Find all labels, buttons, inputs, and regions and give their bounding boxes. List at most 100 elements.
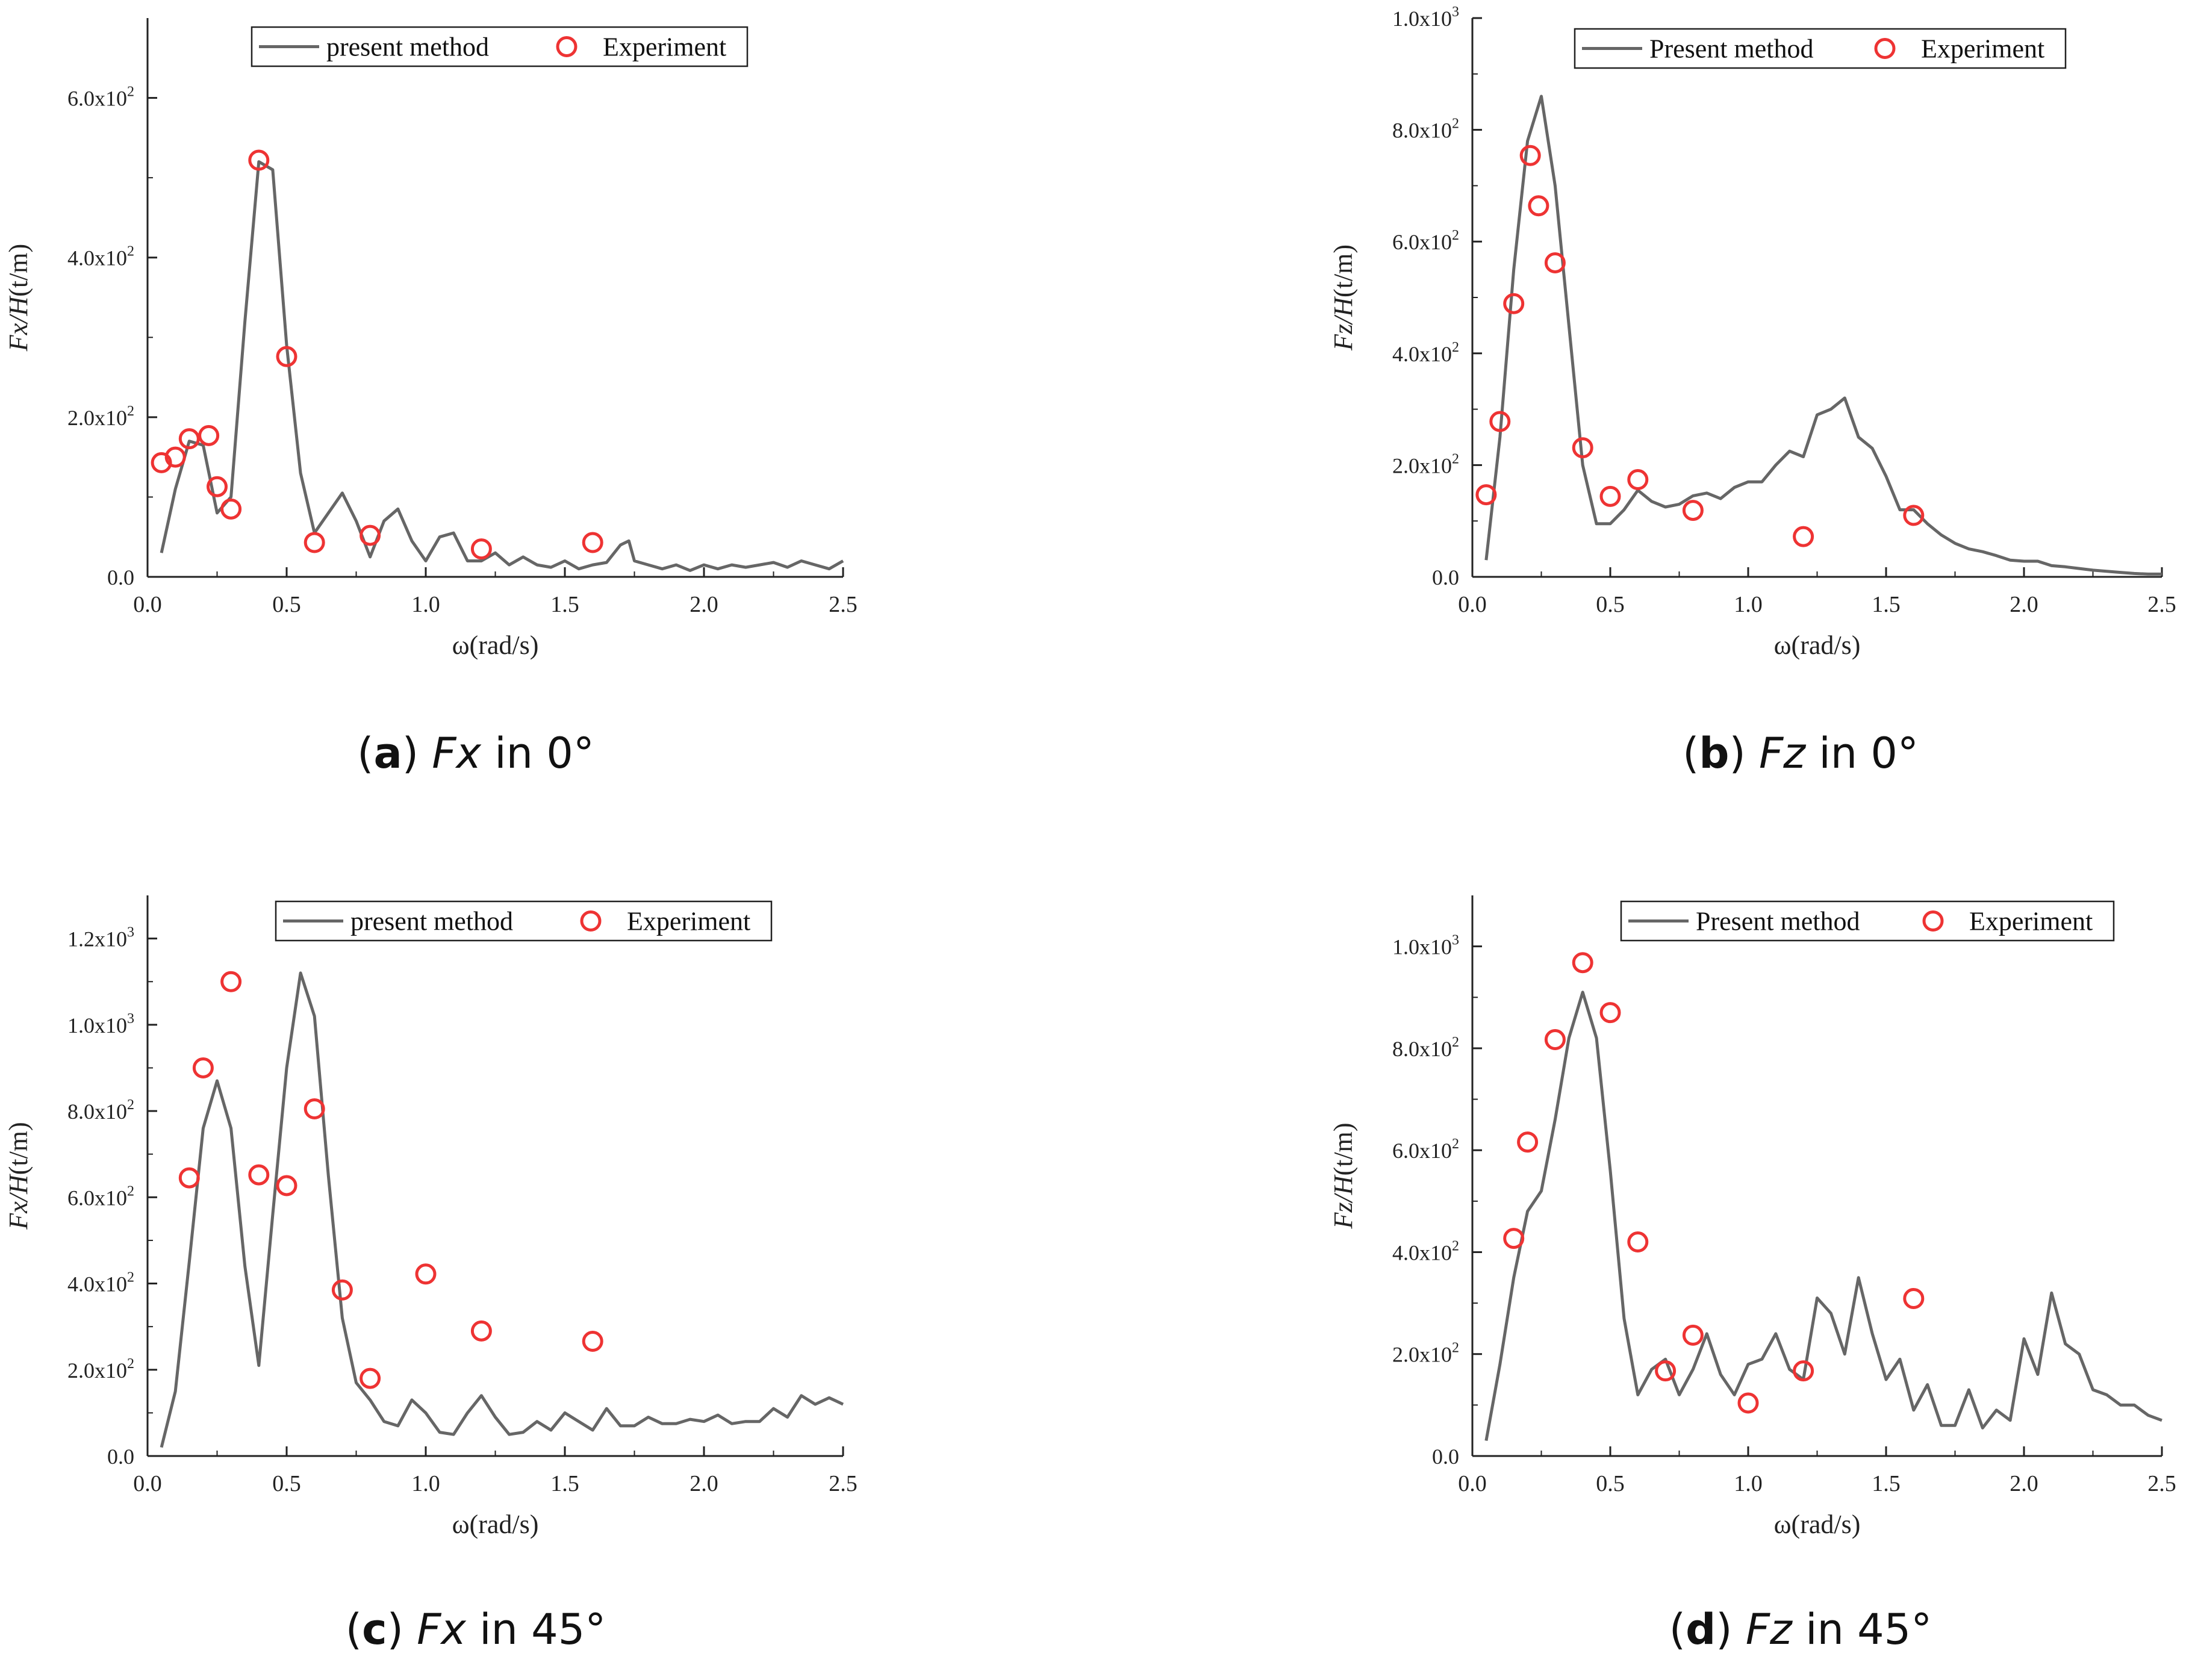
legend-marker-swatch xyxy=(556,36,578,57)
experiment-point xyxy=(1793,1360,1814,1382)
y-tick-label: 0.0 xyxy=(1432,565,1459,590)
experiment-point xyxy=(1655,1360,1677,1382)
x-tick-label: 0.0 xyxy=(133,1471,162,1496)
legend-marker-swatch xyxy=(1922,910,1944,932)
x-tick-label: 0.5 xyxy=(272,592,301,617)
legend-marker-label: Experiment xyxy=(603,33,726,62)
series-line xyxy=(160,971,844,1448)
x-tick-label: 0.0 xyxy=(1458,592,1487,617)
y-tick-label: 8.0x102 xyxy=(1392,116,1459,143)
legend-marker-swatch xyxy=(580,910,602,932)
experiment-point xyxy=(192,1057,214,1078)
y-tick-label: 1.0x103 xyxy=(67,1011,134,1038)
x-axis-title: ω(rad/s) xyxy=(452,630,539,660)
experiment-point xyxy=(1503,1228,1525,1249)
y-tick-label: 0.0 xyxy=(107,1445,134,1469)
x-axis-title: ω(rad/s) xyxy=(1774,630,1861,660)
experiment-point xyxy=(1489,411,1511,432)
experiment-point xyxy=(178,1167,200,1189)
experiment-point xyxy=(1903,505,1925,526)
experiment-point xyxy=(304,532,325,553)
legend-marker-label: Experiment xyxy=(1969,907,2093,936)
experiment-point xyxy=(1517,1131,1539,1153)
legend-line-label: Present method xyxy=(1696,907,1860,936)
panel-c: 0.0 0.5 1.0 1.5 2.0 2.5 0.0 2.0x102 4.0x102 6.0x1… xyxy=(4,895,858,1539)
x-tick-label: 0.0 xyxy=(1458,1471,1487,1496)
legend-line-label: present method xyxy=(326,33,489,62)
experiment-point xyxy=(470,1320,492,1342)
x-tick-label: 2.0 xyxy=(690,592,718,617)
x-tick-label: 0.0 xyxy=(133,592,162,617)
experiment-point xyxy=(582,532,603,553)
x-tick-label: 1.0 xyxy=(411,592,440,617)
y-axis-title: Fx/H(t/m) xyxy=(4,1122,33,1230)
legend-box xyxy=(275,900,773,942)
legend-box xyxy=(1574,28,2067,69)
legend-box xyxy=(1620,900,2115,942)
experiment-point xyxy=(1793,526,1814,547)
experiment-point xyxy=(331,1279,353,1301)
legend-line-label: present method xyxy=(350,907,513,936)
experiment-point xyxy=(1572,437,1593,459)
experiment-point xyxy=(1599,1002,1621,1024)
x-tick-label: 1.5 xyxy=(550,592,579,617)
experiment-point xyxy=(1682,1324,1704,1346)
y-tick-label: 4.0x102 xyxy=(1392,340,1459,366)
experiment-point xyxy=(1503,293,1525,314)
y-axis-title: Fz/H(t/m) xyxy=(1328,244,1358,351)
y-axis-title: Fx/H(t/m) xyxy=(4,244,33,352)
experiment-point xyxy=(1528,195,1549,217)
experiment-point xyxy=(198,425,220,446)
y-tick-label: 6.0x102 xyxy=(1392,1136,1459,1163)
experiment-point xyxy=(276,1175,297,1196)
x-tick-label: 1.0 xyxy=(1734,592,1763,617)
legend-marker-swatch xyxy=(1874,38,1896,59)
experiment-point xyxy=(164,446,186,468)
x-tick-label: 2.0 xyxy=(2010,1471,2038,1496)
y-tick-label: 6.0x102 xyxy=(1392,228,1459,254)
experiment-point xyxy=(1572,952,1593,974)
x-tick-label: 1.5 xyxy=(1872,592,1901,617)
y-tick-label: 8.0x102 xyxy=(67,1097,134,1124)
y-tick-label: 0.0 xyxy=(1432,1445,1459,1469)
legend-marker-label: Experiment xyxy=(627,907,750,936)
experiment-point xyxy=(1903,1287,1925,1309)
y-tick-label: 2.0x102 xyxy=(1392,451,1459,478)
experiment-point xyxy=(1627,469,1649,491)
experiment-point xyxy=(248,149,270,171)
experiment-point xyxy=(151,452,172,473)
panel-a: 0.0 0.5 1.0 1.5 2.0 2.5 0.0 2.0x102 4.0x102 6.0x1… xyxy=(4,18,858,660)
y-tick-label: 8.0x102 xyxy=(1392,1034,1459,1061)
experiment-point xyxy=(220,498,242,520)
x-axis-title: ω(rad/s) xyxy=(1774,1510,1861,1539)
y-tick-label: 4.0x102 xyxy=(1392,1238,1459,1265)
experiment-point xyxy=(220,971,242,992)
series-line xyxy=(1484,95,2162,576)
x-tick-label: 2.5 xyxy=(2147,592,2176,617)
x-tick-label: 0.5 xyxy=(272,1471,301,1496)
x-tick-label: 1.0 xyxy=(411,1471,440,1496)
y-axis-title: Fz/H(t/m) xyxy=(1328,1123,1358,1230)
legend-box xyxy=(251,26,749,67)
y-tick-label: 2.0x102 xyxy=(67,1356,134,1383)
experiment-point xyxy=(360,524,381,546)
panel-b: 0.0 0.5 1.0 1.5 2.0 2.5 0.0 2.0x102 4.0x102 6.0x1… xyxy=(1328,4,2176,660)
experiment-point xyxy=(1737,1392,1759,1414)
experiment-point xyxy=(415,1263,437,1285)
x-tick-label: 2.0 xyxy=(690,1471,718,1496)
x-tick-label: 1.5 xyxy=(1872,1471,1901,1496)
series-line xyxy=(160,160,844,572)
x-tick-label: 1.0 xyxy=(1734,1471,1763,1496)
experiment-point xyxy=(470,538,492,560)
experiment-point xyxy=(304,1098,325,1119)
experiment-point xyxy=(1544,1029,1566,1051)
legend-line-label: Present method xyxy=(1649,34,1814,64)
experiment-point xyxy=(276,346,297,367)
panel-d: 0.0 0.5 1.0 1.5 2.0 2.5 0.0 2.0x102 4.0x102 6.0x1… xyxy=(1328,895,2176,1539)
y-tick-label: 1.2x103 xyxy=(67,925,134,951)
x-tick-label: 2.5 xyxy=(829,592,858,617)
experiment-point xyxy=(1475,484,1497,506)
experiment-point xyxy=(1599,485,1621,507)
y-tick-label: 2.0x102 xyxy=(1392,1340,1459,1367)
